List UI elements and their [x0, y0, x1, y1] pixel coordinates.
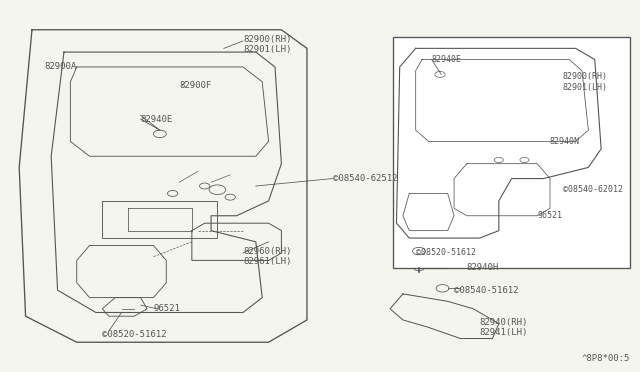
Text: 82900F: 82900F [179, 81, 211, 90]
Text: 82940(RH)
82941(LH): 82940(RH) 82941(LH) [479, 318, 528, 337]
Text: 82900(RH)
82901(LH): 82900(RH) 82901(LH) [563, 72, 608, 92]
Text: 82940H: 82940H [467, 263, 499, 272]
Text: ©08540-62012: ©08540-62012 [563, 185, 623, 194]
Text: 96521: 96521 [537, 211, 562, 220]
Text: ©08540-51612: ©08540-51612 [454, 286, 518, 295]
Text: 82900(RH)
82901(LH): 82900(RH) 82901(LH) [243, 35, 291, 54]
Text: 82940E: 82940E [431, 55, 461, 64]
Text: ©08520-51612: ©08520-51612 [416, 248, 476, 257]
Text: ©08520-51612: ©08520-51612 [102, 330, 167, 339]
Bar [394, 37, 630, 268]
Text: 82960(RH)
82961(LH): 82960(RH) 82961(LH) [243, 247, 291, 266]
Text: 82940E: 82940E [141, 115, 173, 124]
Text: 82900A: 82900A [45, 62, 77, 71]
Text: ©08540-62512: ©08540-62512 [333, 174, 397, 183]
Text: 82940N: 82940N [550, 137, 580, 146]
Text: 96521: 96521 [154, 304, 180, 313]
Text: ^8P8*00:5: ^8P8*00:5 [582, 354, 630, 363]
